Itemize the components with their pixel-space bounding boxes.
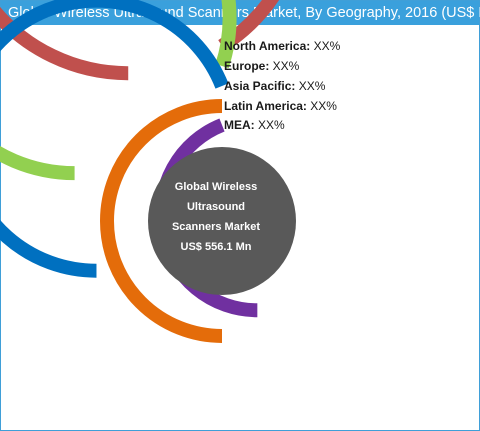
center-group: Global Wireless Ultrasound Scanners Market… xyxy=(148,147,296,295)
center-text-line: US$ 556.1 Mn xyxy=(181,241,252,253)
label-asia-pacific: Asia Pacific: XX% xyxy=(224,79,326,93)
ring-latin-america xyxy=(100,99,223,343)
label-mea: MEA: XX% xyxy=(224,118,285,132)
center-circle xyxy=(148,147,296,295)
label-north-america: North America: XX% xyxy=(224,39,341,53)
center-text-line: Global Wireless xyxy=(175,181,257,193)
ring-asia-pacific xyxy=(0,0,229,278)
label-latin-america: Latin America: XX% xyxy=(224,99,337,113)
label-europe: Europe: XX% xyxy=(224,59,300,73)
center-text-line: Ultrasound xyxy=(187,201,245,213)
center-text-line: Scanners Market xyxy=(172,221,260,233)
labels-group: North America: XX% Europe: XX% Asia Pacifi… xyxy=(224,39,341,132)
